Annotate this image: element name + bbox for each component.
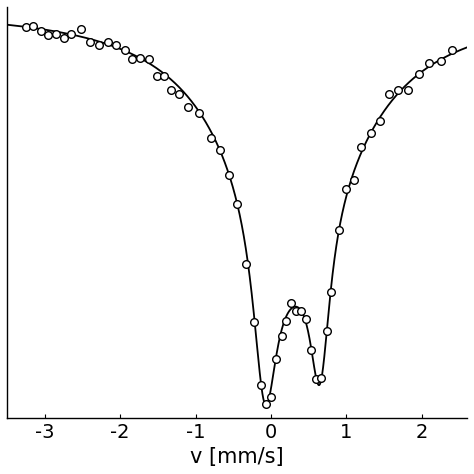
X-axis label: v [mm/s]: v [mm/s] <box>190 447 284 467</box>
